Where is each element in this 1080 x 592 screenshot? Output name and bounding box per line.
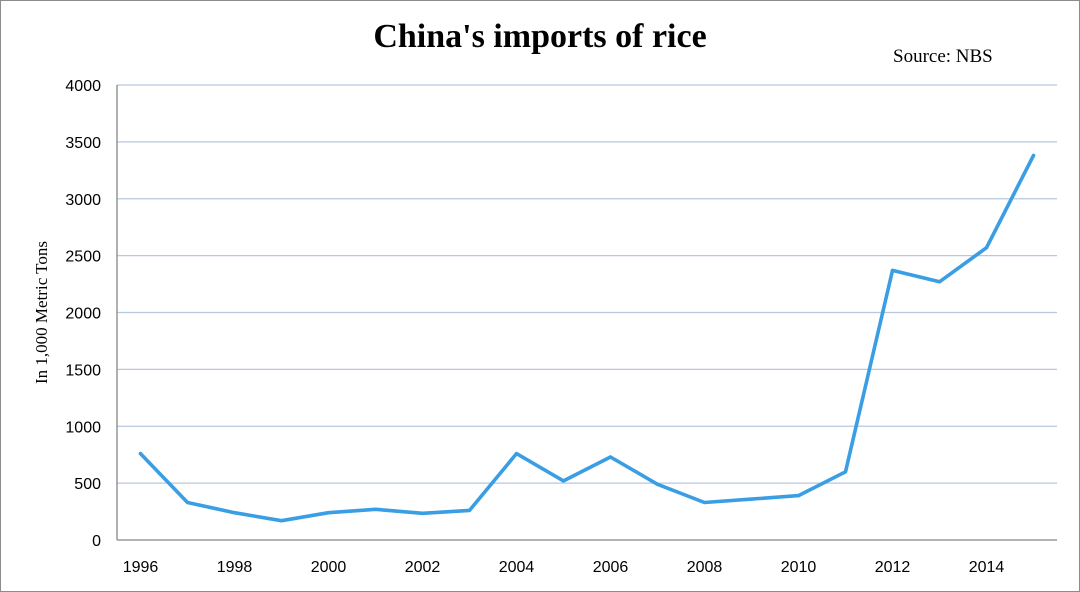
data-point xyxy=(749,497,754,501)
data-point xyxy=(890,268,895,272)
x-tick-label: 2010 xyxy=(781,559,817,576)
data-point xyxy=(655,482,660,486)
data-point xyxy=(702,500,707,505)
x-tick-label: 2002 xyxy=(405,559,441,576)
data-point xyxy=(279,519,284,523)
data-point xyxy=(1031,153,1036,158)
data-point xyxy=(843,470,848,474)
x-tick-label: 2006 xyxy=(593,559,629,576)
data-point xyxy=(561,479,566,483)
chart-source: Source: NBS xyxy=(893,46,993,67)
y-tick-label: 2500 xyxy=(65,249,101,266)
x-tick-label: 2012 xyxy=(875,559,911,576)
y-tick-label: 1000 xyxy=(65,419,101,436)
data-point xyxy=(232,511,237,515)
y-axis-label: In 1,000 Metric Tons xyxy=(32,241,51,384)
data-point xyxy=(608,455,613,459)
data-point xyxy=(467,508,472,512)
data-point xyxy=(796,494,801,498)
data-point xyxy=(185,500,190,505)
y-tick-label: 3500 xyxy=(65,135,101,152)
x-tick-label: 1996 xyxy=(123,559,159,576)
y-tick-label: 4000 xyxy=(65,78,101,95)
data-point xyxy=(514,452,519,456)
x-tick-label: 1998 xyxy=(217,559,253,576)
x-tick-label: 2008 xyxy=(687,559,723,576)
x-tick-label: 2014 xyxy=(969,559,1005,576)
y-tick-label: 3000 xyxy=(65,192,101,209)
data-point xyxy=(373,507,378,511)
data-point xyxy=(984,246,989,250)
chart-title: China's imports of rice xyxy=(373,18,707,55)
y-tick-label: 1500 xyxy=(65,362,101,379)
x-tick-label: 2004 xyxy=(499,559,535,576)
series-line xyxy=(138,153,1036,523)
y-tick-label: 500 xyxy=(74,476,101,493)
data-point xyxy=(937,280,942,284)
data-point xyxy=(420,511,425,515)
y-tick-label: 2000 xyxy=(65,306,101,323)
data-point xyxy=(138,452,143,456)
x-tick-label: 2000 xyxy=(311,559,347,576)
y-tick-label: 0 xyxy=(92,533,101,550)
data-point xyxy=(326,511,331,515)
